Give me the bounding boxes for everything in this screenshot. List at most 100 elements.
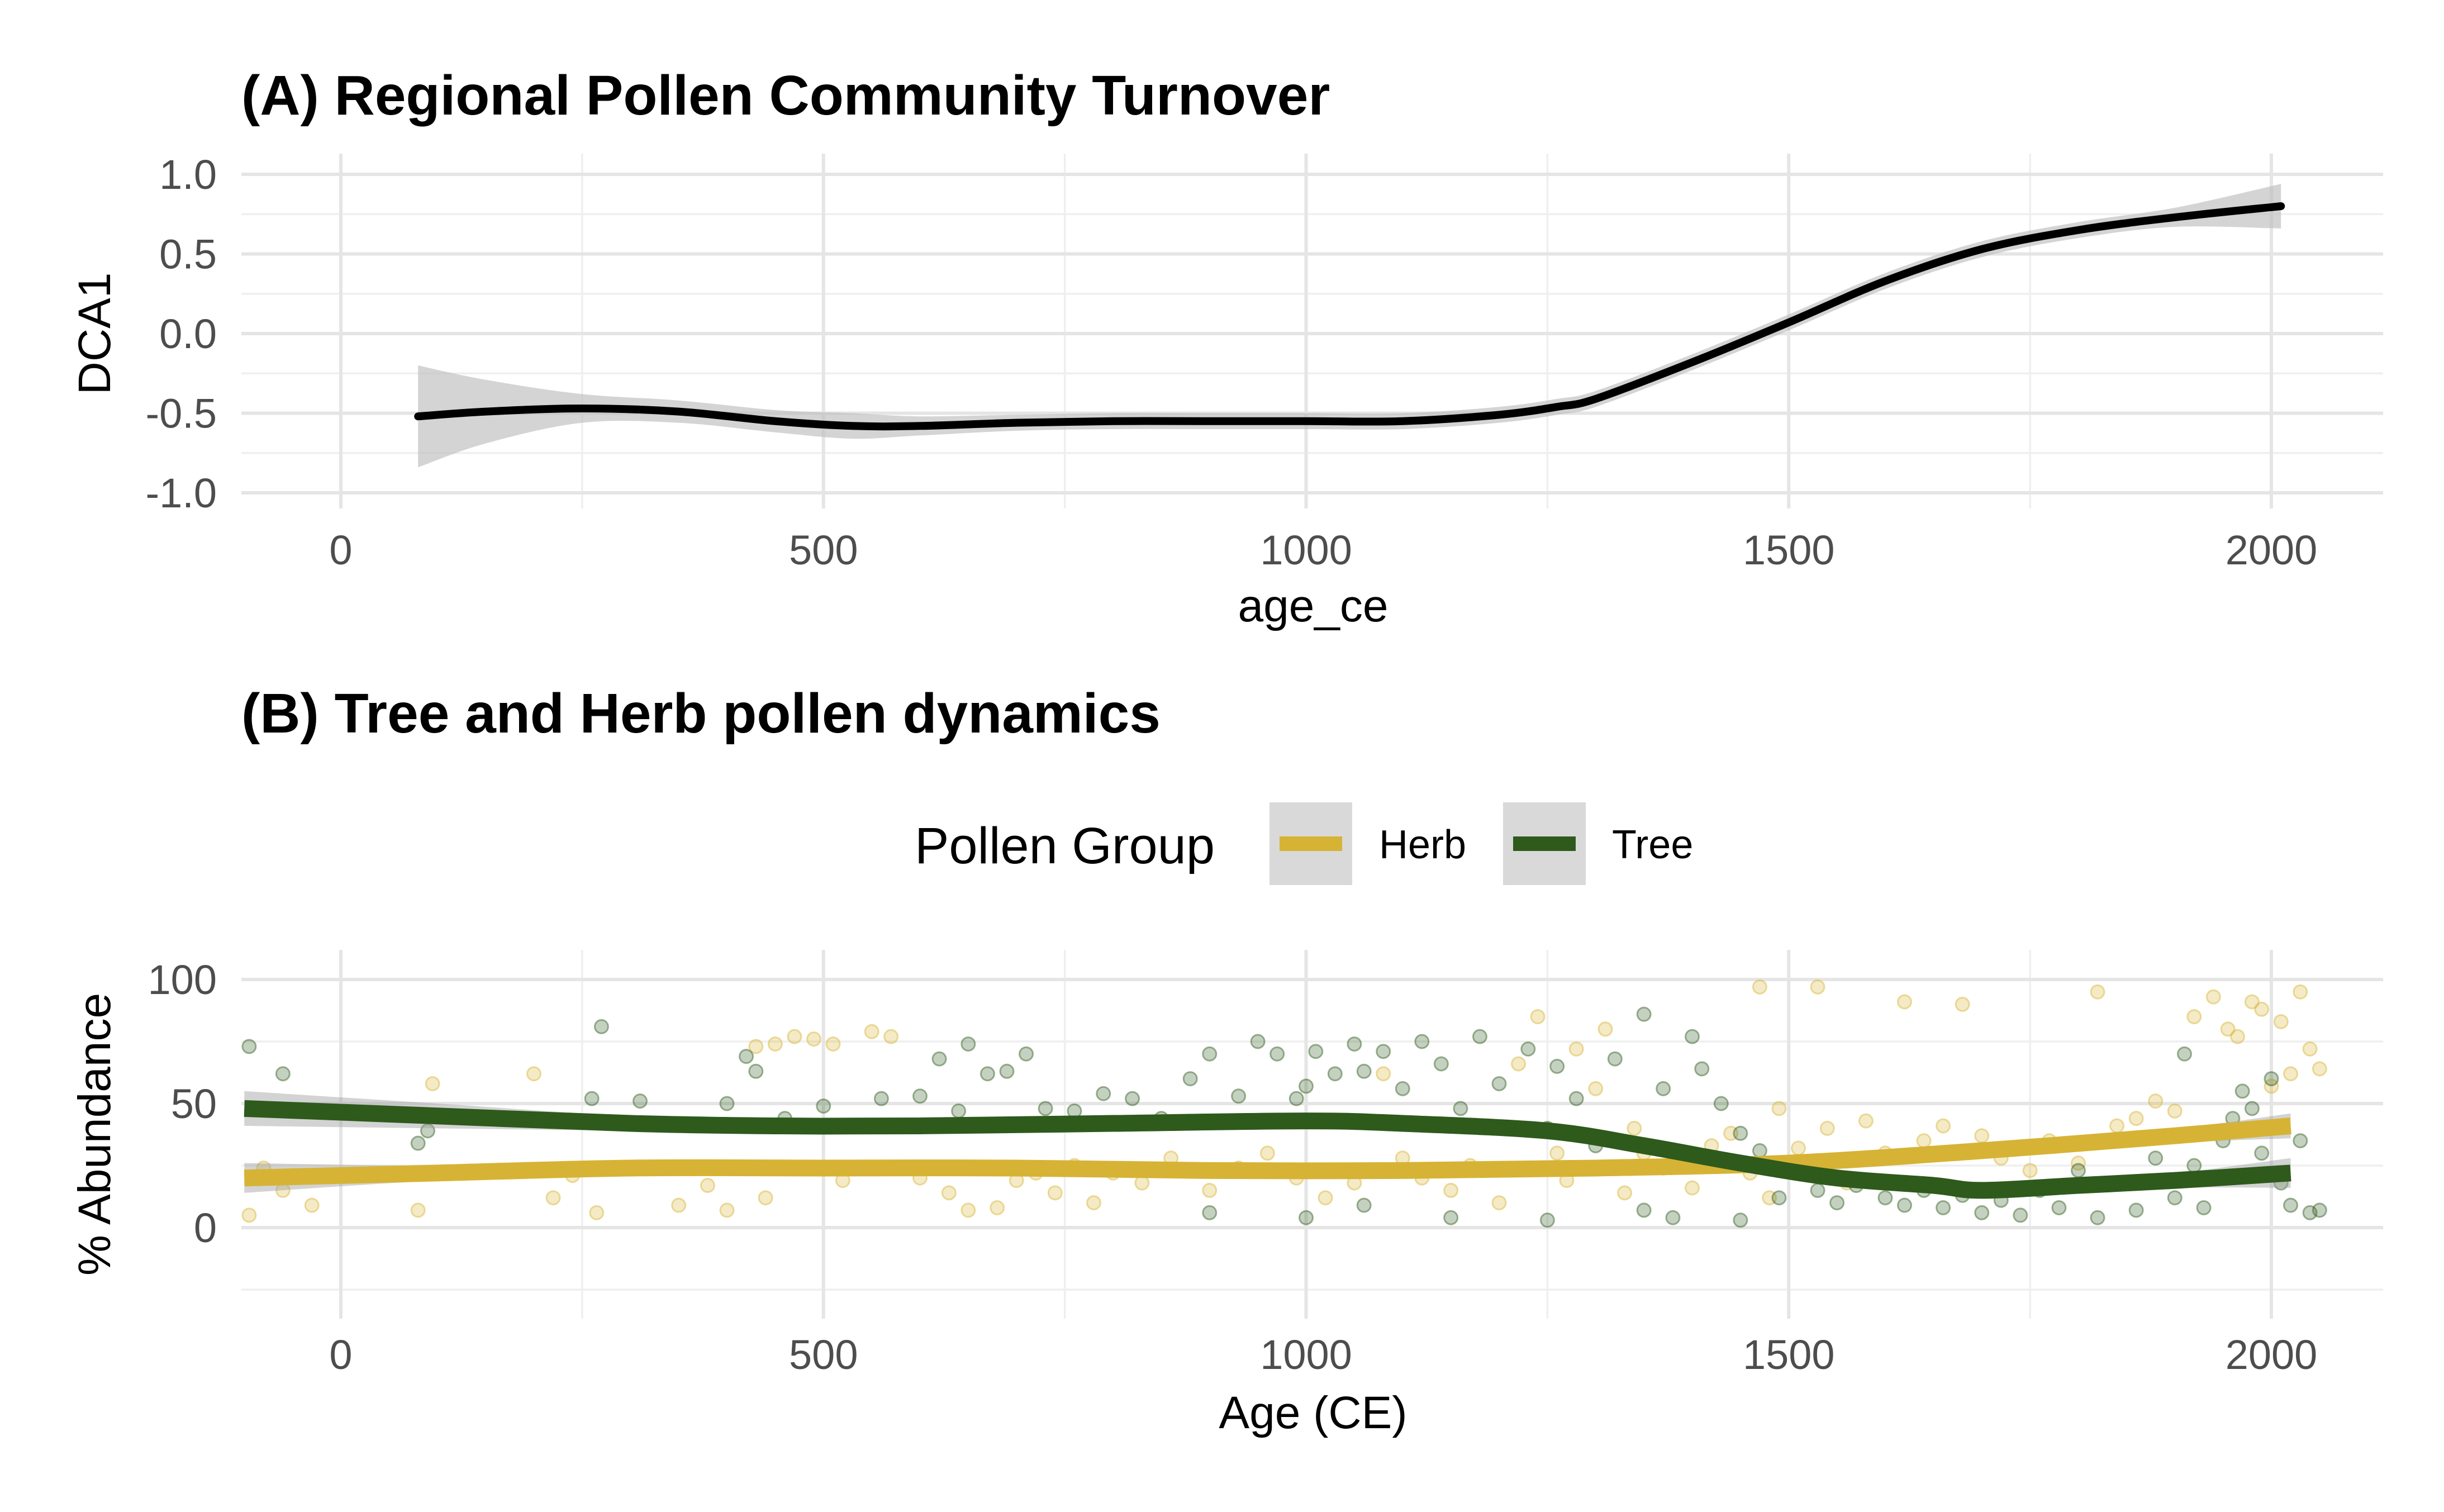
tree-point xyxy=(1038,1101,1053,1116)
herb-point xyxy=(2273,1014,2289,1029)
x-tick-label: 1500 xyxy=(1743,1332,1835,1378)
herb-point xyxy=(304,1197,320,1213)
herb-point xyxy=(719,1202,735,1218)
herb-point xyxy=(1627,1120,1642,1136)
tree-point xyxy=(1395,1081,1410,1096)
herb-point xyxy=(2186,1009,2202,1025)
tree-point xyxy=(1414,1034,1430,1049)
herb-point xyxy=(825,1036,841,1052)
panel-a: (A) Regional Pollen Community Turnover 0… xyxy=(69,64,2383,631)
panel-a-series-line xyxy=(414,202,2285,431)
tree-point xyxy=(2312,1202,2327,1218)
tree-point xyxy=(1443,1210,1459,1225)
tree-point xyxy=(2071,1163,2086,1178)
tree-point xyxy=(275,1066,291,1082)
herb-point xyxy=(2148,1093,2164,1109)
herb-trend-line xyxy=(244,1118,2291,1187)
herb-point xyxy=(1597,1021,1613,1037)
tree-point xyxy=(2302,1205,2318,1220)
tree-point xyxy=(1685,1029,1700,1044)
panel-b-y-axis-label: % Abundance xyxy=(69,993,120,1276)
legend: Pollen Group Herb Tree xyxy=(915,802,1693,885)
panel-b-title: (B) Tree and Herb pollen dynamics xyxy=(241,682,1161,745)
herb-point xyxy=(425,1076,440,1091)
herb-point xyxy=(990,1200,1005,1215)
tree-point xyxy=(2051,1200,2067,1215)
tree-point xyxy=(2234,1083,2250,1099)
tree-point xyxy=(1182,1071,1198,1087)
herb-point xyxy=(2283,1066,2299,1082)
panel-b-x-axis-label: Age (CE) xyxy=(1219,1387,1407,1438)
x-tick-label: 1500 xyxy=(1743,527,1835,573)
herb-point xyxy=(1491,1195,1507,1211)
tree-point xyxy=(1125,1091,1140,1106)
herb-point xyxy=(1588,1081,1604,1096)
x-tick-label: 500 xyxy=(789,1332,858,1378)
tree-point xyxy=(2013,1207,2028,1223)
tree-point xyxy=(1636,1006,1652,1022)
tree-point xyxy=(1829,1195,1845,1211)
herb-point xyxy=(2022,1163,2038,1178)
tree-point xyxy=(1491,1076,1507,1091)
herb-point xyxy=(1134,1175,1150,1191)
herb-point xyxy=(1685,1180,1700,1196)
tree-point xyxy=(979,1066,995,1082)
herb-point xyxy=(2090,984,2105,1000)
tree-point xyxy=(739,1049,754,1064)
tree-point xyxy=(1752,1143,1767,1158)
tree-point xyxy=(961,1036,976,1052)
tree-point xyxy=(1897,1197,1913,1213)
tree-point xyxy=(1539,1213,1555,1228)
herb-point xyxy=(941,1185,957,1201)
y-tick-label: -0.5 xyxy=(145,391,217,437)
tree-point xyxy=(1665,1210,1681,1225)
tree-point xyxy=(2167,1190,2183,1206)
herb-point xyxy=(2230,1029,2246,1044)
tree-point xyxy=(1549,1058,1565,1074)
tree-point xyxy=(1733,1213,1748,1228)
panel-b-x-tick-labels: 0 500 1000 1500 2000 xyxy=(329,1332,2317,1378)
x-tick-label: 2000 xyxy=(2226,1332,2318,1378)
herb-point xyxy=(2244,994,2260,1010)
legend-title: Pollen Group xyxy=(915,817,1215,874)
herb-point xyxy=(2167,1103,2183,1119)
herb-point xyxy=(1549,1145,1565,1161)
tree-point xyxy=(593,1019,609,1034)
herb-point xyxy=(1202,1182,1218,1198)
herb-point xyxy=(1259,1145,1275,1161)
y-tick-label: 0.5 xyxy=(159,231,217,278)
herb-point xyxy=(1819,1120,1835,1136)
tree-point xyxy=(1433,1056,1449,1072)
herb-point xyxy=(1810,979,1825,995)
herb-point xyxy=(526,1066,541,1082)
herb-point xyxy=(410,1202,426,1218)
tree-point xyxy=(873,1091,889,1106)
herb-point xyxy=(671,1197,687,1213)
herb-point xyxy=(2264,1078,2279,1094)
herb-point xyxy=(767,1036,783,1052)
herb-point xyxy=(1762,1190,1777,1206)
herb-point xyxy=(2220,1021,2236,1037)
tree-point xyxy=(1250,1034,1266,1049)
tree-point xyxy=(1356,1063,1372,1079)
x-tick-label: 0 xyxy=(329,1332,352,1378)
herb-point xyxy=(1568,1041,1584,1057)
x-tick-label: 0 xyxy=(329,527,352,573)
tree-point xyxy=(816,1098,831,1114)
panel-b-y-tick-labels: 100 50 0 xyxy=(148,957,217,1251)
tree-point xyxy=(2177,1046,2193,1062)
tree-point xyxy=(1656,1081,1671,1096)
tree-point xyxy=(1472,1029,1487,1044)
herb-point xyxy=(2109,1118,2125,1134)
herb-point xyxy=(1752,979,1767,995)
herb-point xyxy=(961,1202,976,1218)
tree-point xyxy=(1636,1202,1652,1218)
tree-point xyxy=(1733,1125,1748,1141)
tree-point xyxy=(1096,1086,1111,1101)
x-tick-label: 2000 xyxy=(2226,527,2318,573)
tree-point xyxy=(584,1091,600,1106)
herb-point xyxy=(1047,1185,1063,1201)
tree-point xyxy=(241,1039,257,1054)
tree-point xyxy=(931,1051,947,1067)
